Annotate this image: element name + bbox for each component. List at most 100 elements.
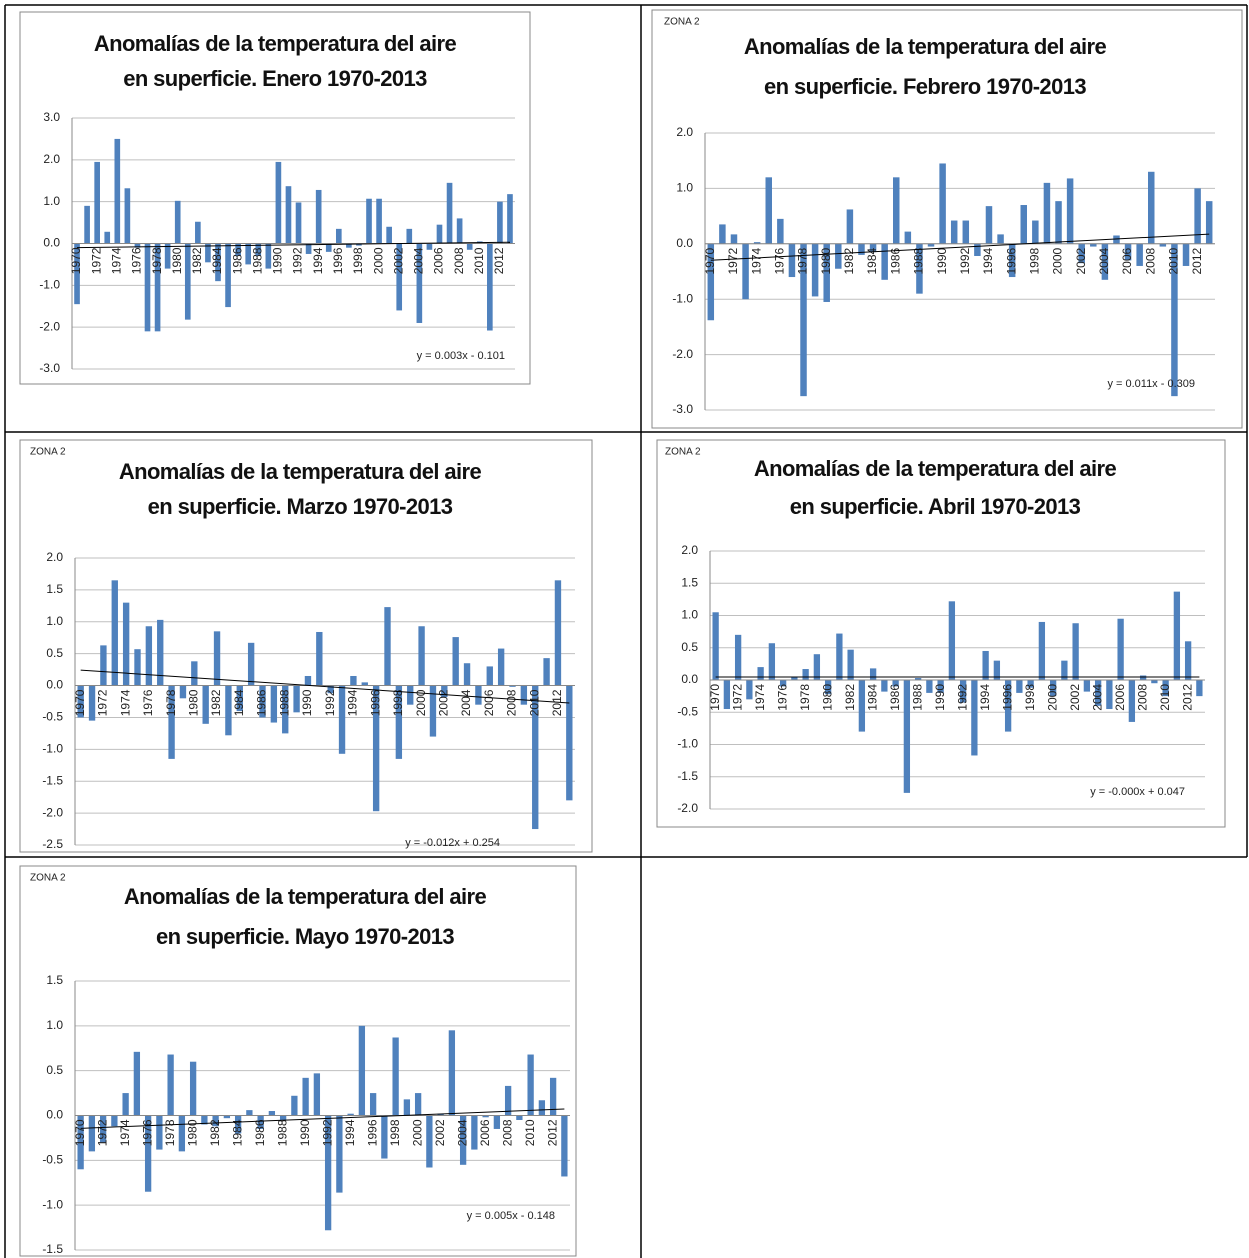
- x-tick-label: 1988: [250, 247, 264, 274]
- x-tick-label: 1986: [230, 247, 244, 274]
- x-tick-label: 1970: [73, 1119, 87, 1146]
- bar: [157, 619, 164, 686]
- x-tick-label: 1972: [726, 247, 740, 274]
- bar: [335, 228, 342, 244]
- bar: [366, 198, 372, 244]
- bar: [386, 226, 392, 244]
- x-tick-label: 1982: [208, 1119, 222, 1146]
- bar: [757, 667, 764, 680]
- bar: [122, 602, 130, 686]
- x-tick-label: 2004: [412, 247, 426, 274]
- y-tick-label: 1.0: [46, 1018, 63, 1032]
- bar: [1194, 188, 1201, 244]
- y-tick-label: 0.0: [676, 236, 693, 250]
- bar: [100, 645, 107, 686]
- bar: [456, 218, 463, 244]
- x-tick-label: 1986: [253, 1119, 267, 1146]
- bar: [446, 182, 453, 244]
- x-tick-label: 1980: [820, 684, 834, 711]
- x-tick-label: 1978: [150, 247, 164, 274]
- chart-frame: [19, 865, 577, 1257]
- bar: [881, 680, 888, 692]
- bar: [516, 1115, 523, 1120]
- y-tick-label: 0.0: [46, 1108, 63, 1122]
- bar: [295, 202, 302, 244]
- x-tick-label: 1984: [865, 684, 879, 711]
- bar: [184, 243, 191, 320]
- bar: [84, 205, 90, 244]
- bar: [566, 685, 573, 801]
- y-tick-label: 0.0: [43, 236, 60, 250]
- x-tick-label: 1974: [109, 247, 123, 274]
- bar: [315, 189, 322, 244]
- x-tick-label: 1976: [775, 684, 789, 711]
- bar: [285, 186, 292, 244]
- bar: [268, 1111, 276, 1116]
- bar: [507, 194, 513, 244]
- x-tick-label: 1988: [912, 247, 926, 274]
- bar: [325, 243, 332, 252]
- y-tick-label: -2.0: [42, 805, 63, 819]
- x-tick-label: 1978: [164, 689, 178, 716]
- y-tick-label: -1.0: [42, 1197, 63, 1211]
- bar: [466, 243, 473, 250]
- bar: [939, 163, 946, 244]
- bar: [384, 607, 391, 686]
- chart-title: Anomalías de la temperatura del aire: [94, 31, 457, 56]
- y-tick-label: 0.5: [681, 640, 698, 654]
- x-tick-label: 1980: [186, 689, 200, 716]
- bar: [1083, 680, 1091, 692]
- bar: [824, 680, 832, 695]
- bar: [418, 626, 425, 686]
- x-tick-label: 1982: [190, 247, 204, 274]
- x-tick-label: 1974: [118, 1119, 132, 1146]
- bar: [858, 680, 866, 732]
- bar: [426, 243, 433, 250]
- bar: [403, 1099, 411, 1116]
- x-tick-label: 1970: [73, 689, 87, 716]
- bar: [791, 676, 798, 680]
- bar: [154, 243, 161, 332]
- x-tick-label: 1980: [185, 1119, 199, 1146]
- zone-label: ZONA 2: [30, 447, 66, 458]
- y-tick-label: -1.0: [39, 278, 60, 292]
- y-tick-label: -1.5: [42, 773, 63, 787]
- chart-frame: [19, 11, 531, 385]
- x-tick-label: 2000: [410, 1119, 424, 1146]
- y-tick-label: 0.0: [46, 678, 63, 692]
- bar: [916, 243, 923, 294]
- chart-title: Anomalías de la temperatura del aire: [119, 459, 482, 484]
- bar: [437, 1113, 444, 1116]
- bar: [223, 1115, 231, 1119]
- bar: [927, 243, 935, 247]
- bar: [88, 1115, 96, 1152]
- bar: [950, 220, 958, 244]
- x-tick-label: 1984: [232, 689, 246, 716]
- x-tick-label: 1978: [163, 1119, 177, 1146]
- chart-frame: [651, 9, 1243, 429]
- y-tick-label: -2.0: [672, 347, 693, 361]
- x-tick-label: 1984: [210, 247, 224, 274]
- bar: [869, 243, 877, 253]
- bar: [730, 234, 738, 244]
- x-tick-label: 2002: [1068, 684, 1082, 711]
- bar: [392, 1037, 399, 1116]
- y-tick-label: 3.0: [43, 110, 60, 124]
- bar: [174, 200, 181, 244]
- x-tick-label: 2002: [1074, 247, 1088, 274]
- bar: [236, 685, 243, 712]
- bar: [497, 648, 505, 686]
- zone-label: ZONA 2: [665, 447, 701, 458]
- bar: [338, 685, 346, 754]
- bar: [114, 138, 121, 244]
- bar: [1136, 243, 1143, 266]
- bar: [279, 1115, 287, 1120]
- bar: [800, 243, 807, 397]
- bar: [124, 188, 131, 244]
- bar: [168, 685, 175, 759]
- bar: [1090, 243, 1097, 247]
- x-tick-label: 1994: [978, 684, 992, 711]
- x-tick-label: 1974: [753, 684, 767, 711]
- bar: [959, 680, 967, 703]
